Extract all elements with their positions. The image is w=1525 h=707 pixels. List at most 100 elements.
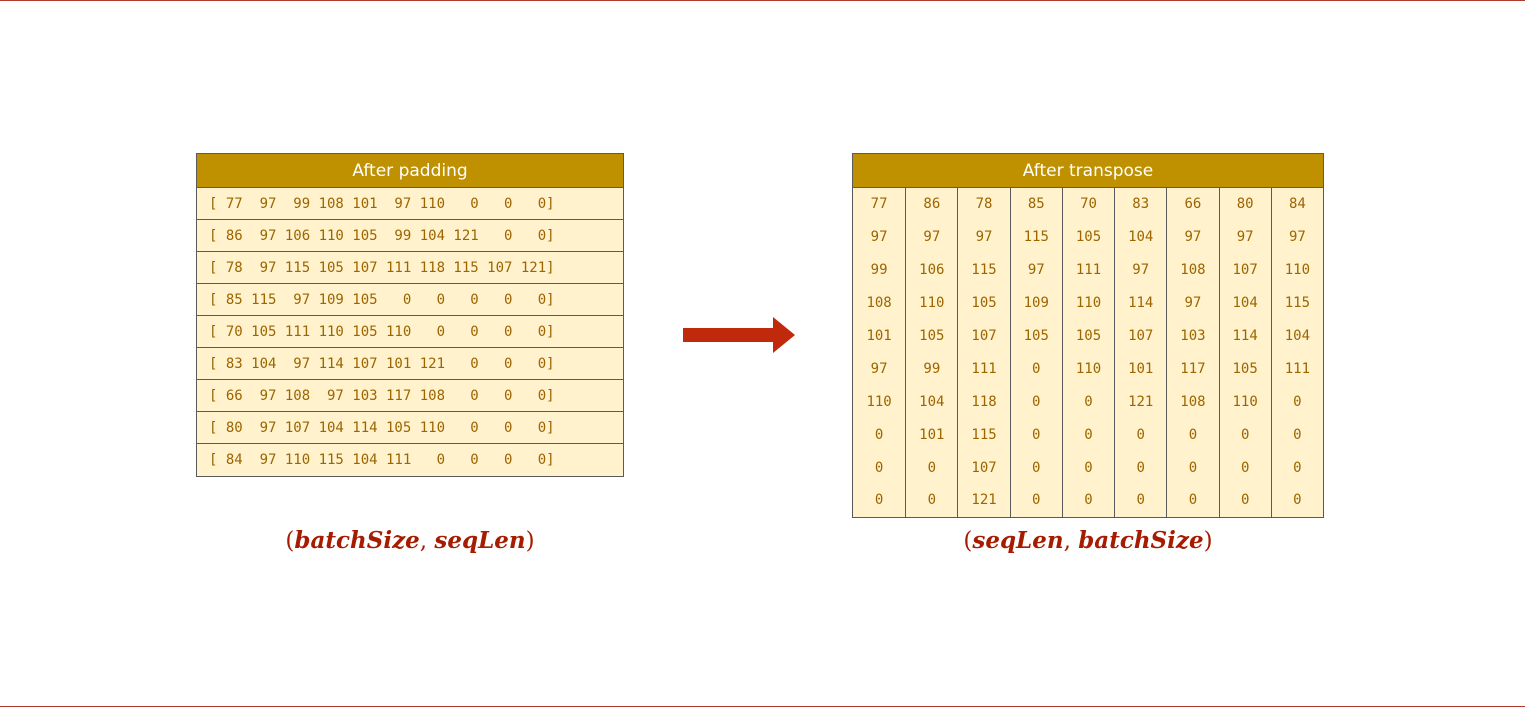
transposed-cell: 110: [1218, 385, 1271, 419]
transposed-cell: 114: [1114, 286, 1166, 320]
transposed-cell: 110: [1270, 253, 1323, 287]
transposed-cell: 70: [1061, 188, 1114, 221]
transposed-cell: 0: [1061, 418, 1114, 452]
transposed-cell: 115: [957, 253, 1009, 287]
transposed-cell: 0: [1009, 484, 1062, 517]
caption-dim-first: batchSize: [294, 527, 420, 554]
transposed-cell: 107: [1218, 253, 1271, 287]
transposed-cell: 84: [1270, 188, 1323, 221]
transposed-cell: 115: [957, 418, 1009, 452]
transposed-cell: 97: [1166, 220, 1218, 254]
transposed-cell: 0: [874, 426, 884, 443]
transposed-cell: 83: [1114, 188, 1166, 221]
transposed-cell: 0: [1061, 451, 1114, 485]
transposed-cell: 77: [870, 196, 888, 213]
transposed-cell: 97: [870, 229, 888, 246]
transposed-cell: 121: [1114, 385, 1166, 419]
transposed-cell: 0: [1009, 385, 1062, 419]
transposed-batch-table: After transpose 77 86 78 85 70 83 66 80 84 97 97 97…: [852, 153, 1324, 518]
transposed-cell: 97: [1270, 220, 1323, 254]
caption-dim-second: batchSize: [1078, 527, 1204, 554]
transposed-cell: 101: [1114, 352, 1166, 386]
transposed-table-header: After transpose: [853, 154, 1323, 188]
transposed-cell: 110: [866, 393, 892, 410]
transposed-cell: 115: [1270, 286, 1323, 320]
transposed-cell: 99: [870, 262, 888, 279]
transposed-cell: 104: [1270, 319, 1323, 353]
transposed-cell: 97: [1009, 253, 1062, 287]
transposed-cell: 80: [1218, 188, 1271, 221]
caption-dim-second: seqLen: [434, 527, 526, 554]
transposed-cell: 107: [1114, 319, 1166, 353]
padded-sequence-row: [ 78 97 115 105 107 111 118 115 107 121]: [197, 252, 623, 284]
transposed-cell: 108: [866, 295, 892, 312]
transposed-table-grid: 77 86 78 85 70 83 66 80 84 97 97 97 115 105 104 97 97 97 9…: [853, 188, 1323, 517]
transposed-cell: 78: [957, 188, 1009, 221]
transposed-cell: 111: [1061, 253, 1114, 287]
transposed-cell: 0: [1061, 484, 1114, 517]
transposed-cell: 0: [1114, 484, 1166, 517]
transposed-cell: 0: [1218, 451, 1271, 485]
padded-table-body: [ 77 97 99 108 101 97 110 0 0 0][ 86 97 …: [197, 188, 623, 476]
transposed-cell: 117: [1166, 352, 1218, 386]
transposed-cell: 105: [1218, 352, 1271, 386]
caption-close-paren: ): [525, 528, 535, 554]
transposed-cell: 103: [1166, 319, 1218, 353]
transposed-cell: 107: [957, 451, 1009, 485]
caption-separator: ,: [1063, 528, 1079, 554]
transposed-cell: 104: [1218, 286, 1271, 320]
padded-sequence-row: [ 66 97 108 97 103 117 108 0 0 0]: [197, 380, 623, 412]
transposed-cell: 110: [1061, 286, 1114, 320]
transposed-cell: 0: [1218, 484, 1271, 517]
padded-batch-table: After padding [ 77 97 99 108 101 97 110 …: [196, 153, 624, 477]
transposed-cell: 97: [905, 220, 957, 254]
transposed-cell: 97: [870, 360, 888, 377]
padded-table-header: After padding: [197, 154, 623, 188]
transposed-cell: 97: [1166, 286, 1218, 320]
transposed-cell: 110: [905, 286, 957, 320]
transposed-cell: 0: [1270, 385, 1323, 419]
transposed-cell: 0: [1166, 418, 1218, 452]
padded-sequence-row: [ 77 97 99 108 101 97 110 0 0 0]: [197, 188, 623, 220]
right-arrow-icon: [683, 317, 795, 353]
padded-sequence-row: [ 70 105 111 110 105 110 0 0 0 0]: [197, 316, 623, 348]
padded-sequence-row: [ 86 97 106 110 105 99 104 121 0 0]: [197, 220, 623, 252]
transposed-cell: 105: [1009, 319, 1062, 353]
transposed-cell: 107: [957, 319, 1009, 353]
transposed-cell: 104: [905, 385, 957, 419]
transposed-cell: 105: [1061, 319, 1114, 353]
transposed-cell: 0: [874, 492, 884, 509]
transposed-cell: 97: [957, 220, 1009, 254]
transposed-cell: 108: [1166, 385, 1218, 419]
transposed-cell: 0: [905, 484, 957, 517]
transposed-cell: 115: [1009, 220, 1062, 254]
transposed-cell: 0: [1270, 418, 1323, 452]
caption-dim-first: seqLen: [972, 527, 1064, 554]
transposed-cell: 104: [1114, 220, 1166, 254]
transposed-cell: 0: [1114, 451, 1166, 485]
transposed-cell: 118: [957, 385, 1009, 419]
transposed-cell: 108: [1166, 253, 1218, 287]
transposed-cell: 105: [957, 286, 1009, 320]
transposed-cell: 0: [1270, 451, 1323, 485]
padded-sequence-row: [ 80 97 107 104 114 105 110 0 0 0]: [197, 412, 623, 444]
transposed-cell: 0: [1166, 484, 1218, 517]
transposed-cell: 99: [905, 352, 957, 386]
caption-open-paren: (: [285, 528, 295, 554]
caption-separator: ,: [419, 528, 435, 554]
transposed-cell: 105: [905, 319, 957, 353]
transposed-shape-caption: (seqLen, batchSize): [852, 527, 1324, 554]
transposed-cell: 66: [1166, 188, 1218, 221]
transposed-cell: 0: [1218, 418, 1271, 452]
transposed-cell: 86: [905, 188, 957, 221]
transposed-cell: 0: [1270, 484, 1323, 517]
transposed-cell: 0: [1009, 352, 1062, 386]
top-rule: [0, 0, 1525, 1]
transposed-cell: 0: [1009, 451, 1062, 485]
transposed-cell: 0: [905, 451, 957, 485]
transposed-cell: 106: [905, 253, 957, 287]
padded-sequence-row: [ 84 97 110 115 104 111 0 0 0 0]: [209, 452, 555, 468]
transposed-cell: 97: [1218, 220, 1271, 254]
transposed-cell: 111: [1270, 352, 1323, 386]
transposed-cell: 0: [1009, 418, 1062, 452]
